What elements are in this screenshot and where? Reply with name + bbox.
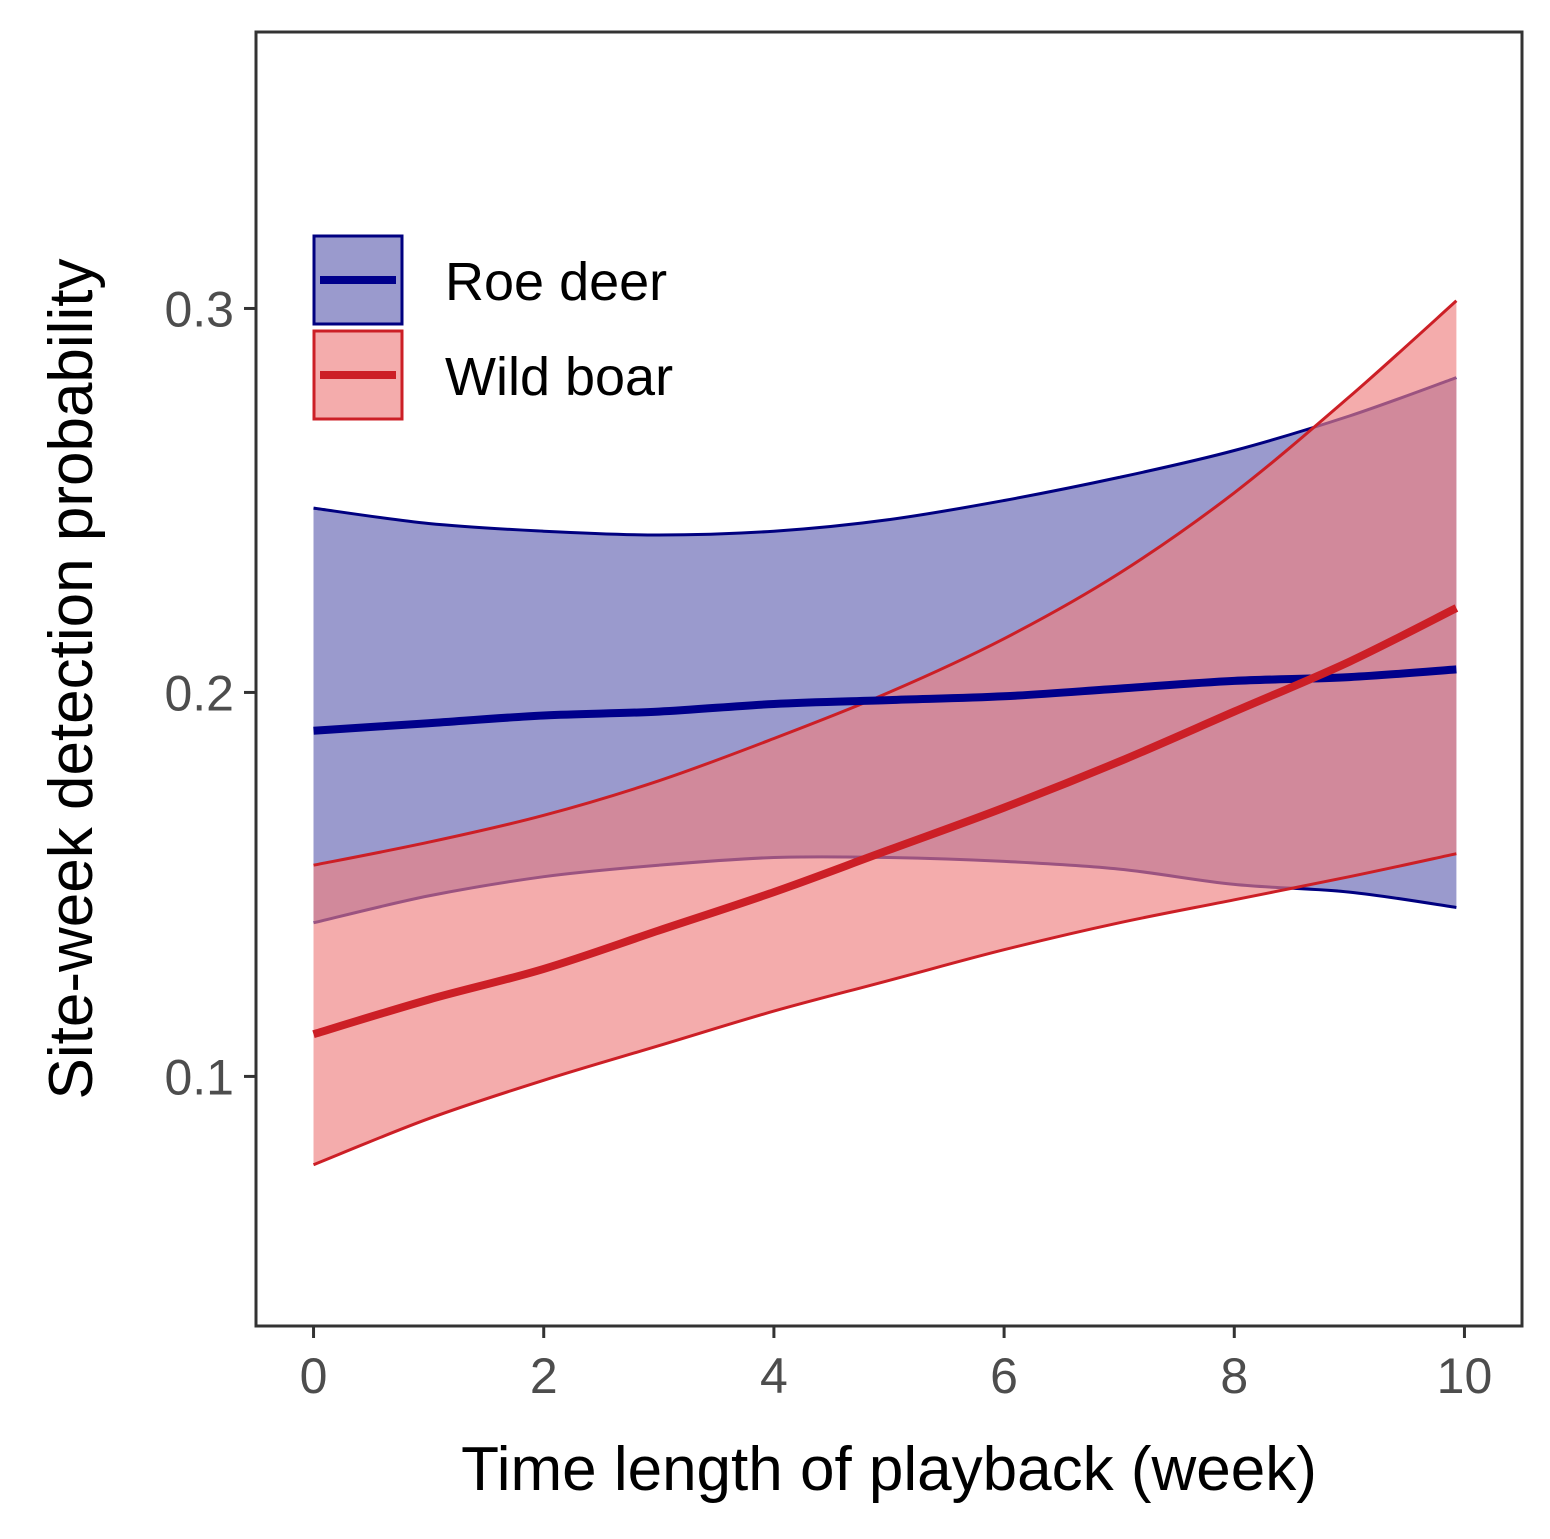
wild-boar-fitted-line — [312, 604, 1459, 1039]
wild-boar-lower-bound — [312, 852, 1457, 1167]
x-axis-title: Time length of playback (week) — [461, 1435, 1317, 1504]
y-tick-label: 0.2 — [164, 665, 234, 721]
y-axis-title: Site-week detection probability — [37, 259, 106, 1100]
x-tick-label: 8 — [1220, 1348, 1248, 1404]
legend-item-wild-boar: Wild boar — [312, 329, 673, 421]
roe-deer-fitted-line — [313, 665, 1457, 735]
y-axis: 0.1 0.2 0.3 — [164, 281, 256, 1105]
panel-border — [254, 30, 1524, 1328]
wild-boar-upper-bound — [313, 299, 1458, 867]
legend: Roe deer Wild boar — [312, 234, 673, 421]
roe-deer-upper-bound — [313, 376, 1457, 537]
x-axis: 0 2 4 6 8 10 — [300, 1326, 1493, 1404]
x-tick-label: 2 — [530, 1348, 558, 1404]
y-tick-label: 0.3 — [164, 281, 234, 337]
legend-label-roe-deer: Roe deer — [445, 252, 667, 312]
x-tick-label: 6 — [990, 1348, 1018, 1404]
y-tick-label: 0.1 — [164, 1049, 234, 1105]
fitted-lines — [312, 604, 1459, 1039]
confidence-bands — [312, 299, 1458, 1167]
legend-item-roe-deer: Roe deer — [312, 234, 667, 326]
legend-label-wild-boar: Wild boar — [445, 347, 673, 407]
x-tick-label: 4 — [760, 1348, 788, 1404]
x-tick-label: 0 — [300, 1348, 328, 1404]
x-tick-label: 10 — [1437, 1348, 1493, 1404]
